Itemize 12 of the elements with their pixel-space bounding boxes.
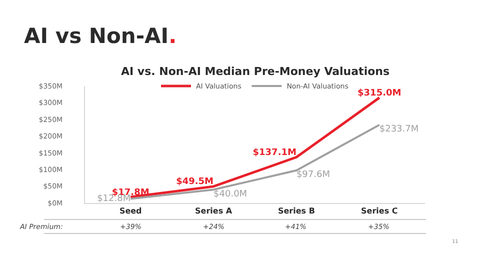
data-label: $97.6M bbox=[296, 170, 330, 180]
data-label: $315.0M bbox=[358, 88, 402, 98]
data-label: $49.5M bbox=[176, 177, 214, 188]
x-tick-label: Seed bbox=[119, 206, 142, 216]
x-tick-label: Series C bbox=[361, 206, 398, 216]
chart-subtitle: AI vs. Non-AI Median Pre-Money Valuations bbox=[121, 65, 390, 78]
data-label: $233.7M bbox=[379, 124, 419, 135]
data-label: $40.0M bbox=[214, 189, 248, 200]
data-label: $137.1M bbox=[252, 148, 297, 158]
chart-title: AI vs Non-AI. bbox=[24, 24, 177, 48]
x-tick-label: Series A bbox=[195, 206, 233, 216]
x-tick-label: Series B bbox=[278, 206, 315, 216]
